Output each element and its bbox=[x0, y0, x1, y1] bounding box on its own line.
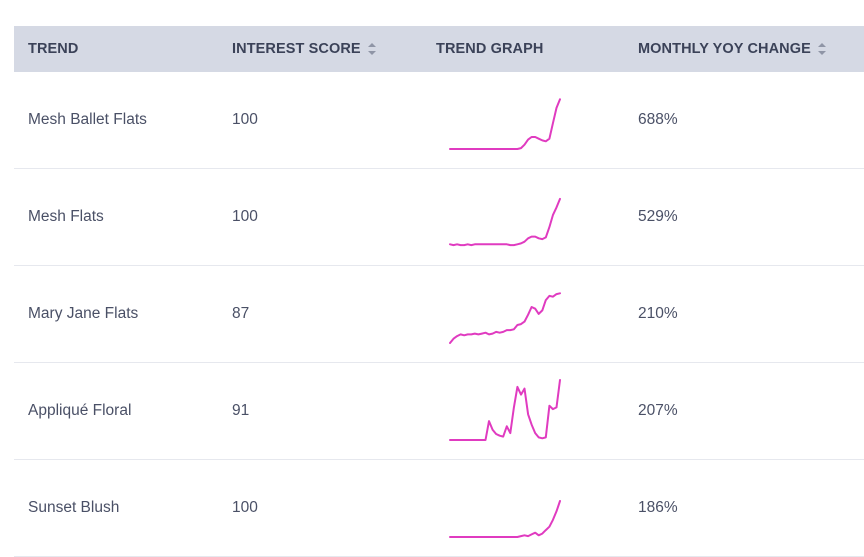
header-trend-label: TREND bbox=[28, 41, 79, 57]
table-body: Mesh Ballet Flats 100 688% Mesh Flats 10… bbox=[14, 72, 864, 557]
interest-score: 100 bbox=[232, 499, 258, 516]
sparkline bbox=[449, 500, 561, 538]
interest-score: 91 bbox=[232, 402, 250, 419]
trend-name[interactable]: Mary Jane Flats bbox=[28, 305, 139, 322]
trend-graph bbox=[446, 460, 566, 556]
sparkline-path bbox=[449, 379, 561, 441]
header-monthly-yoy-change[interactable]: MONTHLY YOY CHANGE bbox=[638, 41, 826, 57]
header-monthly-yoy-change-label[interactable]: MONTHLY YOY CHANGE bbox=[638, 41, 811, 57]
header-trend: TREND bbox=[28, 41, 78, 57]
sparkline bbox=[449, 292, 561, 344]
sparkline-path bbox=[449, 500, 561, 538]
yoy-change: 186% bbox=[638, 499, 678, 516]
sparkline-path bbox=[449, 292, 561, 344]
trend-name[interactable]: Appliqué Floral bbox=[28, 402, 132, 419]
interest-score: 100 bbox=[232, 208, 258, 225]
table-row[interactable]: Appliqué Floral 91 207% bbox=[14, 363, 864, 460]
sparkline-path bbox=[449, 197, 561, 247]
trends-table: TREND INTEREST SCORE TREND GRAPH MONTHLY… bbox=[14, 26, 864, 557]
trend-graph bbox=[446, 169, 566, 265]
trend-graph bbox=[446, 72, 566, 168]
yoy-change: 529% bbox=[638, 208, 678, 225]
trend-name[interactable]: Mesh Ballet Flats bbox=[28, 111, 147, 128]
trend-name[interactable]: Sunset Blush bbox=[28, 499, 120, 516]
table-row[interactable]: Mesh Ballet Flats 100 688% bbox=[14, 72, 864, 169]
yoy-change: 210% bbox=[638, 305, 678, 322]
trend-name[interactable]: Mesh Flats bbox=[28, 208, 104, 225]
sparkline bbox=[449, 98, 561, 150]
trend-graph bbox=[446, 363, 566, 459]
interest-score: 100 bbox=[232, 111, 258, 128]
table-row[interactable]: Mary Jane Flats 87 210% bbox=[14, 266, 864, 363]
sparkline bbox=[449, 197, 561, 247]
header-trend-graph: TREND GRAPH bbox=[436, 41, 543, 57]
table-row[interactable]: Sunset Blush 100 186% bbox=[14, 460, 864, 557]
trend-graph bbox=[446, 266, 566, 362]
header-trend-graph-label: TREND GRAPH bbox=[436, 41, 544, 57]
header-interest-score-label[interactable]: INTEREST SCORE bbox=[232, 41, 361, 57]
header-interest-score[interactable]: INTEREST SCORE bbox=[232, 41, 376, 57]
sparkline bbox=[449, 379, 561, 441]
sort-icon[interactable] bbox=[817, 43, 826, 55]
table-header: TREND INTEREST SCORE TREND GRAPH MONTHLY… bbox=[14, 26, 864, 72]
interest-score: 87 bbox=[232, 305, 250, 322]
sort-icon[interactable] bbox=[367, 43, 376, 55]
sparkline-path bbox=[449, 98, 561, 150]
yoy-change: 688% bbox=[638, 111, 678, 128]
yoy-change: 207% bbox=[638, 402, 678, 419]
table-row[interactable]: Mesh Flats 100 529% bbox=[14, 169, 864, 266]
